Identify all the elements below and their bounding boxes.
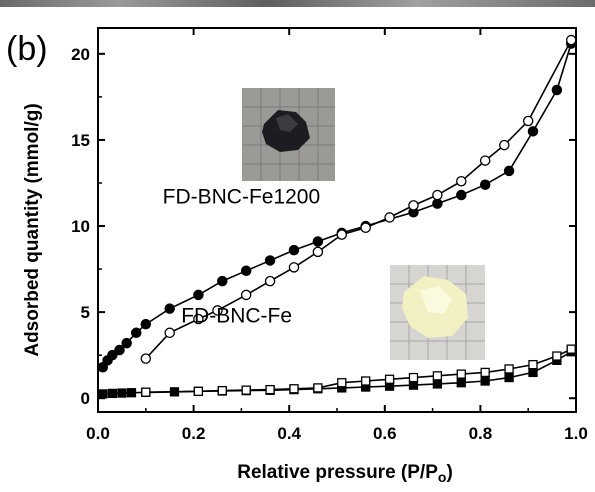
x-tick-label: 0.6 bbox=[373, 424, 397, 443]
data-point bbox=[337, 378, 347, 388]
data-point bbox=[240, 265, 252, 277]
annotation-layer: FD-BNC-Fe1200 FD-BNC-Fe bbox=[163, 186, 321, 328]
data-point bbox=[565, 34, 577, 46]
series-annotation: FD-BNC-Fe1200 bbox=[163, 186, 321, 209]
data-point bbox=[107, 388, 117, 399]
data-point bbox=[456, 189, 467, 201]
data-point bbox=[241, 385, 251, 395]
data-point bbox=[408, 372, 419, 383]
data-point bbox=[480, 367, 490, 378]
data-point bbox=[504, 364, 514, 374]
y-tick-label: 15 bbox=[71, 131, 90, 150]
data-point bbox=[479, 179, 491, 190]
data-point bbox=[265, 384, 275, 395]
data-point bbox=[522, 115, 534, 127]
series-circle-open bbox=[140, 34, 577, 364]
data-point bbox=[551, 84, 563, 96]
data-point bbox=[193, 386, 204, 396]
y-axis-title: Adsorbed quantity (mmol/g) bbox=[22, 103, 43, 356]
inset-photo-dark-sample bbox=[242, 88, 335, 181]
y-tick-label: 0 bbox=[81, 389, 90, 408]
data-point bbox=[499, 139, 510, 151]
data-point bbox=[479, 155, 491, 166]
data-point bbox=[98, 389, 108, 399]
data-point bbox=[527, 126, 539, 137]
data-point bbox=[312, 236, 324, 247]
data-point bbox=[217, 385, 227, 396]
data-point bbox=[288, 244, 300, 256]
data-point bbox=[384, 374, 395, 384]
data-point bbox=[288, 262, 300, 273]
data-point bbox=[361, 376, 371, 386]
data-point bbox=[164, 303, 175, 314]
x-tick-label: 0.0 bbox=[86, 424, 110, 443]
data-point bbox=[432, 379, 443, 389]
y-tick-label: 5 bbox=[81, 303, 90, 322]
inset-photo-light-sample bbox=[390, 265, 485, 360]
data-point bbox=[264, 275, 276, 287]
y-tick-label: 10 bbox=[71, 217, 90, 236]
data-point bbox=[313, 383, 323, 393]
x-tick-label: 0.8 bbox=[469, 424, 493, 443]
data-point bbox=[121, 337, 132, 349]
series-layer bbox=[97, 34, 577, 399]
x-axis-title-main: Relative pressure (P/P bbox=[237, 462, 438, 483]
panel-label: (b) bbox=[6, 30, 48, 68]
data-point bbox=[212, 305, 223, 316]
data-point bbox=[140, 353, 152, 364]
data-point bbox=[384, 212, 395, 223]
data-point bbox=[289, 384, 299, 394]
x-tick-label: 0.4 bbox=[277, 424, 301, 443]
data-point bbox=[456, 378, 466, 388]
data-point bbox=[126, 388, 137, 398]
data-point bbox=[504, 372, 514, 383]
plot-frame bbox=[97, 27, 577, 413]
data-point bbox=[360, 222, 371, 233]
data-point bbox=[456, 176, 467, 187]
data-point bbox=[114, 344, 125, 356]
data-point bbox=[141, 387, 151, 397]
data-point bbox=[432, 371, 443, 381]
data-point bbox=[312, 246, 324, 258]
data-point bbox=[408, 380, 419, 390]
data-point bbox=[264, 255, 276, 266]
x-tick-label: 0.2 bbox=[182, 424, 206, 443]
data-point bbox=[528, 367, 538, 378]
data-point bbox=[193, 289, 204, 301]
data-point bbox=[456, 369, 466, 379]
axes: 0.0 0.2 0.4 0.6 0.8 1.0 0 5 10 15 20 bbox=[71, 27, 588, 443]
data-point bbox=[432, 189, 443, 201]
data-point bbox=[217, 275, 228, 287]
x-axis-title-close: ) bbox=[446, 462, 452, 483]
data-point bbox=[130, 327, 142, 339]
data-point bbox=[164, 327, 175, 339]
series-annotation: FD-BNC-Fe bbox=[181, 304, 292, 327]
data-point bbox=[117, 388, 127, 398]
data-point bbox=[480, 376, 490, 386]
series-square-open bbox=[141, 344, 576, 397]
top-image-strip bbox=[0, 0, 595, 7]
data-point bbox=[336, 229, 348, 240]
data-point bbox=[408, 200, 419, 211]
data-point bbox=[140, 318, 152, 330]
x-axis-title: Relative pressure (P/Po) bbox=[237, 462, 453, 485]
data-point bbox=[528, 359, 538, 370]
data-point bbox=[552, 351, 562, 361]
data-point bbox=[240, 289, 252, 301]
x-axis-title-subscript: o bbox=[438, 469, 447, 485]
data-point bbox=[432, 198, 443, 209]
series-square-filled bbox=[98, 347, 576, 399]
y-tick-label: 20 bbox=[71, 45, 90, 64]
x-tick-label: 1.0 bbox=[564, 424, 588, 443]
data-point bbox=[107, 349, 118, 361]
data-point bbox=[503, 165, 515, 177]
data-point bbox=[193, 313, 204, 325]
data-point bbox=[566, 344, 576, 354]
